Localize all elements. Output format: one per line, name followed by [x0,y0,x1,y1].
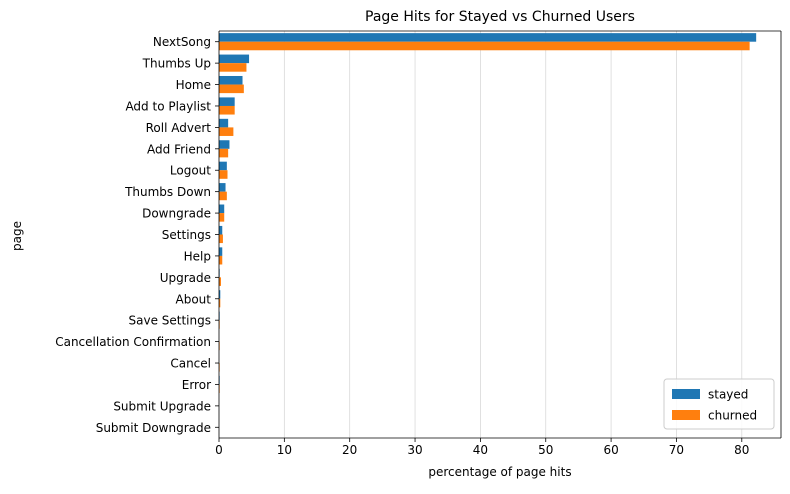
bar-stayed [219,204,225,214]
bar-stayed [219,161,227,171]
bar-churned [219,148,229,158]
y-tick-label: Add to Playlist [125,99,211,113]
y-tick-label: Cancel [170,357,211,371]
legend-label-churned: churned [708,409,757,423]
legend: stayed churned [663,378,775,430]
y-tick-label: Help [184,249,211,263]
bar-churned [219,127,234,136]
y-tick-label: About [176,292,212,306]
axes [218,30,782,439]
y-tick-label: Save Settings [129,314,212,328]
y-tick-label: Settings [162,228,211,242]
legend-swatch-churned [672,410,700,420]
y-tick-label: Thumbs Up [142,57,211,71]
y-tick-label: Cancellation Confirmation [55,335,211,349]
bar-stayed [219,33,757,42]
bar-stayed [219,140,230,149]
bar-churned [219,277,221,286]
y-tick-label: Submit Downgrade [96,421,211,435]
x-tick-label: 50 [538,443,553,457]
bar-stayed [219,54,250,64]
y-tick-label: Downgrade [142,207,211,221]
x-tick-label: 70 [669,443,684,457]
legend-swatch-stayed [672,389,700,399]
bar-stayed [219,247,223,256]
bar-churned [219,191,227,201]
legend-label-stayed: stayed [708,388,748,402]
x-tick-label: 80 [734,443,749,457]
y-axis-label: page [10,221,24,251]
y-tick-label: Home [176,78,211,92]
y-tick-label: NextSong [153,35,211,49]
y-tick-label: Thumbs Down [124,185,211,199]
chart-title: Page Hits for Stayed vs Churned Users [365,9,635,25]
grid-lines [283,31,743,438]
bar-stayed [219,97,235,106]
bar-churned [219,84,244,94]
bar-churned [219,255,223,265]
bar-churned [219,213,225,222]
tick-labels: 0 10 20 30 40 50 60 70 80 NextSong Thumbs Up Home Ad… [55,35,749,457]
bar-churned [219,170,228,179]
x-tick-label: 30 [407,443,422,457]
bars [219,33,757,394]
y-tick-label: Add Friend [147,142,211,156]
bar-stayed [219,290,221,299]
x-tick-label: 0 [215,443,223,457]
x-tick-label: 60 [603,443,618,457]
bar-stayed [219,75,243,85]
bar-churned [219,63,247,72]
x-tick-label: 40 [473,443,488,457]
y-tick-label: Logout [170,164,211,178]
bar-stayed [219,225,223,235]
bar-churned [219,41,750,51]
y-tick-label: Upgrade [160,271,211,285]
y-tick-label: Submit Upgrade [113,399,211,413]
bar-stayed [219,183,226,192]
y-tick-label: Roll Advert [146,121,212,135]
x-axis-label: percentage of page hits [428,465,571,479]
y-tick-label: Error [182,378,211,392]
bar-churned [219,298,221,308]
bar-churned [219,234,223,244]
x-tick-label: 10 [277,443,292,457]
bar-stayed [219,118,229,128]
bar-churned [219,105,235,115]
x-tick-label: 20 [342,443,357,457]
